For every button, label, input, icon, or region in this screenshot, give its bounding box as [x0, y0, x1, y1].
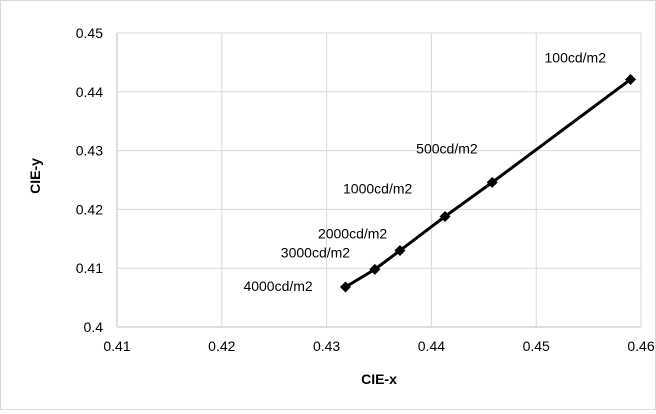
- data-label: 500cd/m2: [416, 140, 478, 156]
- data-label: 4000cd/m2: [243, 278, 312, 294]
- y-tick-label: 0.43: [76, 143, 103, 159]
- series-line: [344, 78, 632, 289]
- x-tick-label: 0.46: [627, 338, 654, 354]
- y-tick-label: 0.41: [76, 260, 103, 276]
- y-axis-title: CIE-y: [27, 158, 43, 194]
- data-label: 100cd/m2: [545, 49, 607, 65]
- y-tick-label: 0.44: [76, 84, 103, 100]
- y-tick-label: 0.45: [76, 25, 103, 41]
- data-label: 2000cd/m2: [318, 226, 387, 242]
- data-point-marker: [369, 263, 381, 275]
- data-point-marker: [394, 245, 406, 257]
- y-tick-label: 0.4: [84, 319, 104, 335]
- data-point-marker: [339, 281, 351, 293]
- x-axis-title: CIE-x: [361, 371, 397, 387]
- x-tick-label: 0.43: [313, 338, 340, 354]
- x-tick-label: 0.45: [523, 338, 550, 354]
- data-point-marker: [439, 210, 451, 222]
- x-tick-label: 0.42: [208, 338, 235, 354]
- x-tick-label: 0.44: [418, 338, 445, 354]
- data-labels: 4000cd/m2 3000cd/m2 2000cd/m2 1000cd/m2 500c…: [243, 49, 606, 294]
- data-series: [339, 73, 637, 293]
- y-tick-label: 0.42: [76, 201, 103, 217]
- data-label: 1000cd/m2: [343, 180, 412, 196]
- x-tick-label: 0.41: [103, 338, 130, 354]
- data-label: 3000cd/m2: [281, 244, 350, 260]
- axes: 0.41 0.42 0.43 0.44 0.45 0.46 0.4 0.41 0.42 0.43 0…: [76, 25, 655, 354]
- data-point-marker: [625, 73, 637, 85]
- data-point-marker: [486, 176, 498, 188]
